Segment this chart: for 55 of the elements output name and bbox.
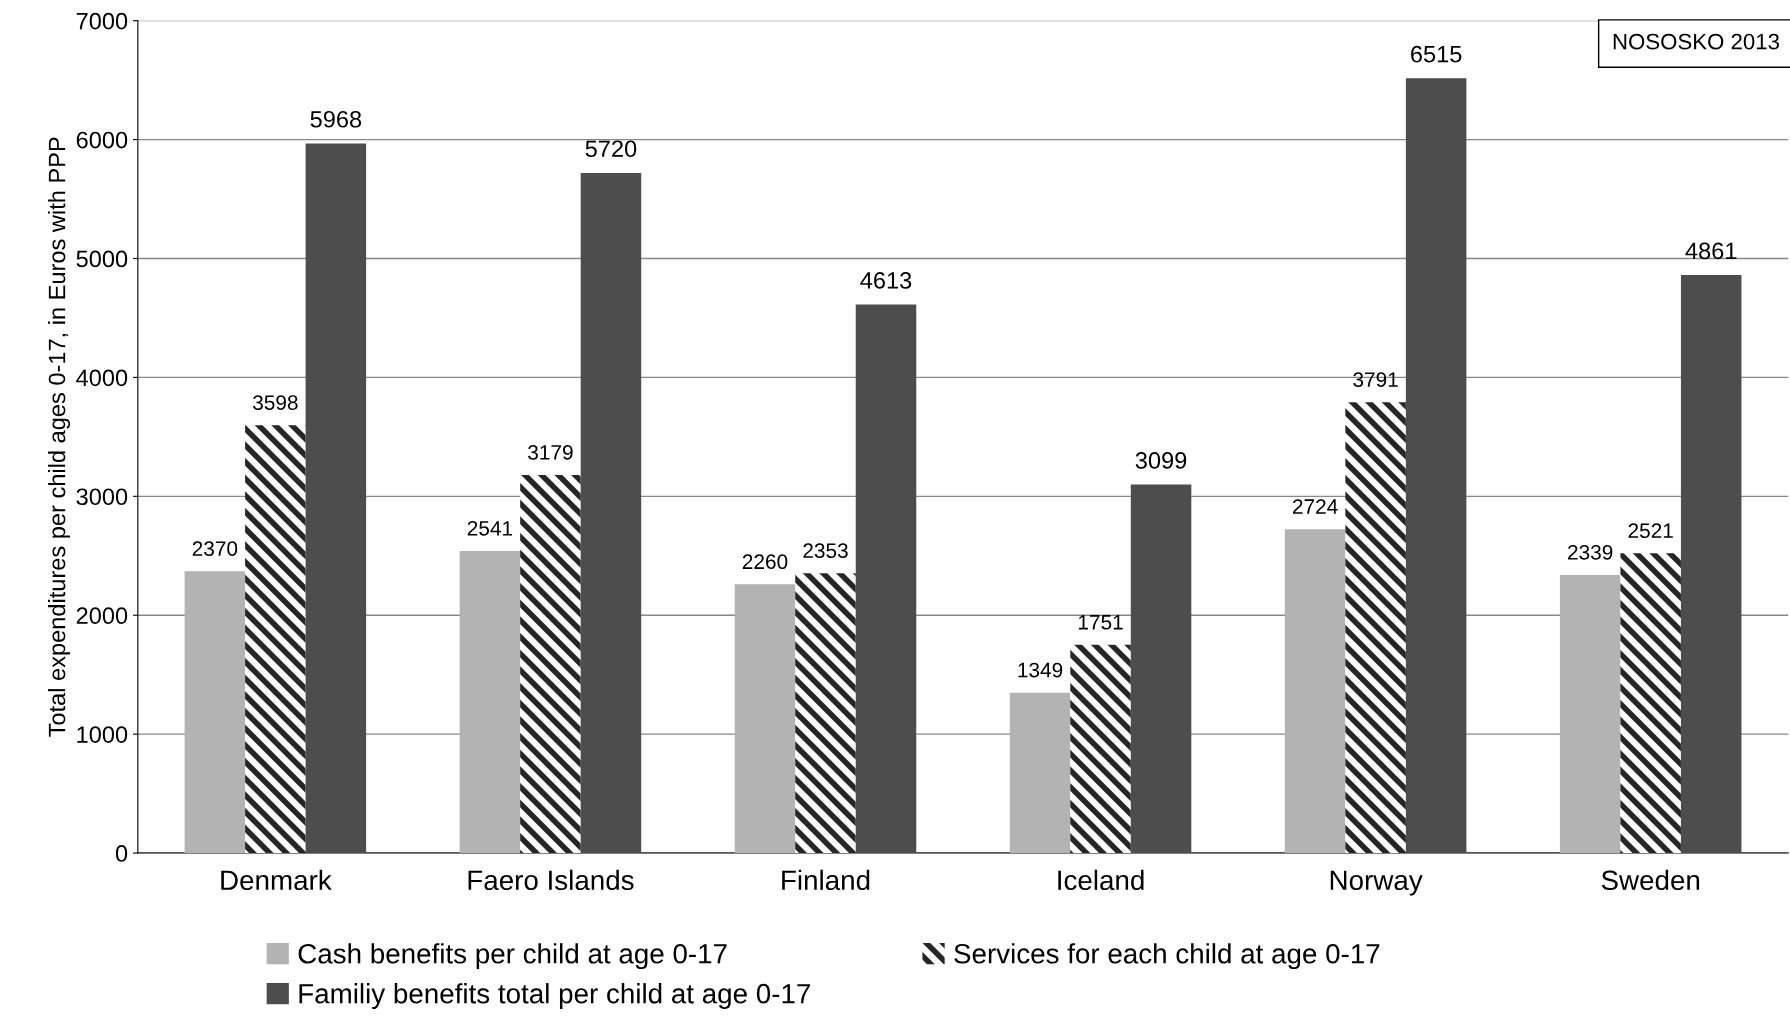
y-tick-label: 5000 <box>76 250 128 268</box>
x-tick-label: Iceland <box>1058 869 1144 891</box>
y-axis-title: Total expenditures per child ages 0-17, in Euros with PPP <box>48 137 71 737</box>
data-label: 2724 <box>1292 499 1338 514</box>
data-label: 1751 <box>1078 615 1123 630</box>
y-tick-label: 2000 <box>76 607 128 625</box>
bar <box>1284 529 1346 854</box>
bar <box>1130 484 1192 854</box>
bar <box>1559 574 1621 854</box>
data-label: 2541 <box>467 520 513 536</box>
data-label: 2370 <box>192 541 238 556</box>
data-label: 6515 <box>1411 45 1462 63</box>
data-label: 4861 <box>1685 242 1737 260</box>
legend-label: Cash benefits per child at age 0-17 <box>298 943 727 970</box>
y-tick-label: 0 <box>115 845 128 862</box>
bar <box>184 571 246 854</box>
y-tick-label: 4000 <box>76 369 128 387</box>
data-label: 1349 <box>1018 662 1063 678</box>
x-tick-label: Norway <box>1330 870 1423 896</box>
x-tick-label: Finland <box>782 869 870 891</box>
data-label: 5720 <box>585 140 637 158</box>
y-tick-label: 6000 <box>76 131 128 149</box>
bar <box>520 475 581 854</box>
y-tick-label: 7000 <box>76 12 128 30</box>
bar <box>1345 402 1406 854</box>
annotation: NOSOSKO 2013 <box>1613 33 1779 50</box>
bar <box>1620 553 1681 854</box>
bar <box>734 584 796 854</box>
x-tick-label: Faero Islands <box>468 869 634 891</box>
y-tick-label: 1000 <box>77 726 128 743</box>
legend-label: Familiy benefits total per child at age 0-17 <box>299 983 810 1009</box>
bar <box>580 172 642 854</box>
data-label: 3791 <box>1353 372 1398 388</box>
data-label: 4613 <box>860 272 912 289</box>
data-label: 2353 <box>803 543 848 559</box>
bar <box>1405 78 1467 854</box>
bar <box>305 143 367 854</box>
data-label: 3179 <box>528 445 573 460</box>
bar <box>855 304 917 854</box>
bar <box>795 573 856 854</box>
bar <box>459 550 521 854</box>
bar <box>1009 692 1071 854</box>
bar <box>245 425 306 854</box>
x-tick-label: Sweden <box>1601 869 1700 891</box>
data-label: 3099 <box>1135 452 1187 469</box>
y-tick-label: 3000 <box>76 488 128 506</box>
data-label: 2521 <box>1628 523 1673 539</box>
x-tick-label: Denmark <box>221 869 332 891</box>
data-label: 2260 <box>742 554 788 570</box>
bar <box>1680 275 1742 854</box>
data-label: 5968 <box>310 110 362 128</box>
legend-label: Services for each child at age 0-17 <box>954 943 1380 970</box>
data-label: 2339 <box>1568 544 1613 560</box>
bar <box>1070 644 1131 854</box>
data-label: 3598 <box>252 395 298 410</box>
